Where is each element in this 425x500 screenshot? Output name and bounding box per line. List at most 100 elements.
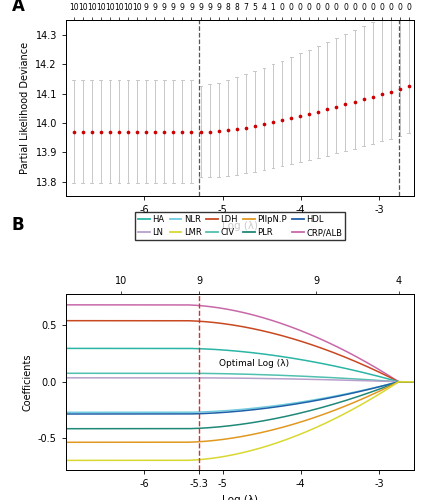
PIIpN.P [397,379,402,385]
NLR [317,396,322,402]
CRP/ALB [315,334,320,340]
LN [105,375,111,381]
CRP/ALB [177,302,182,308]
Point [125,128,131,136]
LMR [397,379,402,385]
HDL [397,379,402,385]
Point [188,128,195,136]
CIV [105,370,111,376]
CRP/ALB [63,302,68,308]
Point [152,128,159,136]
Line: CIV: CIV [66,374,414,382]
NLR [201,409,207,415]
LDH [201,318,207,324]
Y-axis label: Coefficients: Coefficients [23,353,32,410]
Point [134,128,141,136]
Line: LDH: LDH [66,320,414,382]
Point [233,125,240,133]
Point [297,112,303,120]
PIIpN.P [63,440,68,446]
HDL [177,411,182,417]
HA [283,354,288,360]
Point [107,128,113,136]
CRP/ALB [412,379,417,385]
Line: LMR: LMR [66,382,414,460]
Point [170,128,177,136]
Line: HA: HA [66,348,414,382]
CRP/ALB [201,303,207,309]
Point [143,128,150,136]
Point [97,128,104,136]
LN [315,376,320,382]
HA [201,346,207,352]
Point [269,118,276,126]
PLR [315,406,320,411]
LN [412,379,417,385]
HA [397,379,402,385]
Point [261,120,267,128]
LDH [315,344,320,349]
CIV [315,374,320,380]
LMR [177,458,182,464]
CRP/ALB [397,379,402,385]
LN [283,376,288,382]
HDL [63,411,68,417]
PIIpN.P [317,413,322,419]
HDL [317,397,322,403]
HA [177,346,182,352]
LN [317,376,322,382]
Point [116,128,122,136]
LDH [63,318,68,324]
LN [397,379,402,385]
LMR [105,458,111,464]
HDL [315,398,320,404]
Point [161,128,168,136]
Point [369,93,376,101]
PIIpN.P [105,440,111,446]
Point [288,114,295,122]
CIV [397,379,402,385]
PIIpN.P [283,424,288,430]
LN [63,375,68,381]
Point [324,106,331,114]
Point [252,122,258,130]
Point [333,103,340,111]
Point [70,128,77,136]
Text: B: B [12,216,25,234]
PLR [397,379,402,385]
LMR [412,379,417,385]
NLR [397,379,402,385]
Point [179,128,186,136]
Point [242,124,249,132]
Line: PLR: PLR [66,382,414,428]
NLR [283,402,288,407]
NLR [315,396,320,402]
Point [79,128,86,136]
Point [342,100,349,108]
HDL [412,379,417,385]
Line: HDL: HDL [66,382,414,414]
LDH [283,334,288,340]
LMR [201,456,207,462]
HA [105,346,111,352]
CRP/ALB [283,322,288,328]
LDH [397,379,402,385]
LDH [317,344,322,350]
LMR [63,458,68,464]
LDH [105,318,111,324]
PLR [317,405,322,411]
X-axis label: Log (λ): Log (λ) [222,494,258,500]
PLR [201,425,207,431]
Point [88,128,95,136]
HDL [105,411,111,417]
CIV [283,372,288,378]
NLR [412,379,417,385]
CIV [201,370,207,376]
CIV [412,379,417,385]
Line: PIIpN.P: PIIpN.P [66,382,414,442]
CIV [317,374,322,380]
Point [197,128,204,136]
CIV [63,370,68,376]
Line: NLR: NLR [66,382,414,412]
HA [315,360,320,366]
